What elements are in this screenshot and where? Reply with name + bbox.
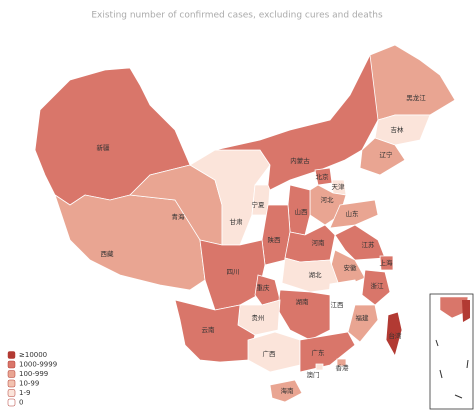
province-label: 河北 (321, 196, 335, 204)
province-label: 新疆 (97, 143, 111, 152)
legend-swatch (7, 398, 16, 407)
province (361, 269, 391, 306)
province (347, 304, 379, 343)
legend-label: 1-9 (19, 389, 30, 397)
legend-swatch (7, 351, 16, 359)
province-label: 北京 (316, 172, 330, 181)
province-label: 辽宁 (380, 150, 394, 159)
legend-label: 1000-9999 (19, 361, 57, 369)
inset-dash (439, 369, 443, 379)
province-label: 湖南 (296, 297, 310, 306)
province (336, 358, 347, 367)
province-label: 澳门 (307, 370, 320, 379)
province-label: 贵州 (252, 313, 265, 322)
province-label: 海南 (281, 386, 295, 395)
province (315, 363, 324, 371)
province-label: 陕西 (268, 235, 282, 244)
province-label: 黑龙江 (406, 93, 426, 102)
province-label: 广东 (312, 348, 326, 357)
legend-label: 0 (19, 399, 23, 407)
province (369, 44, 456, 121)
province (359, 137, 406, 176)
legend-label: 100-999 (19, 370, 48, 378)
south-sea-inset (429, 293, 474, 410)
province-label: 安徽 (344, 263, 358, 272)
province-label: 西藏 (101, 249, 115, 258)
inset-land (462, 300, 470, 322)
province-label: 上海 (380, 258, 394, 267)
inset-dash (435, 339, 439, 347)
province-label: 云南 (202, 325, 216, 334)
province (277, 289, 331, 341)
province-label: 香港 (336, 363, 350, 372)
province (299, 331, 356, 373)
province-label: 内蒙古 (290, 156, 310, 165)
map-title: Existing number of confirmed cases, excl… (91, 11, 383, 21)
province-label: 江苏 (362, 240, 376, 249)
province-label: 宁夏 (252, 200, 266, 209)
legend-label: ≥10000 (19, 351, 47, 359)
province-label: 广西 (263, 349, 277, 358)
legend-swatch (7, 389, 16, 397)
province-label: 浙江 (371, 281, 385, 290)
province-label: 山东 (346, 209, 360, 218)
province (379, 255, 394, 271)
province-label: 吉林 (391, 125, 405, 134)
province (385, 311, 403, 358)
legend-swatch (7, 360, 16, 369)
province-label: 重庆 (257, 283, 271, 292)
province-label: 湖北 (309, 270, 323, 279)
inset-frame (429, 293, 474, 410)
province-label: 天津 (332, 183, 346, 191)
province-label: 台湾 (389, 331, 403, 340)
legend-swatch (7, 370, 16, 378)
province-label: 四川 (227, 268, 240, 276)
province-label: 甘肃 (230, 217, 244, 226)
inset-dash (454, 394, 463, 399)
legend-label: 10-99 (19, 380, 39, 388)
province (329, 199, 379, 229)
province-label: 江西 (331, 301, 345, 309)
inset-dash (466, 359, 469, 369)
province-label: 山西 (295, 207, 309, 216)
province-label: 福建 (356, 313, 370, 322)
province-label: 河南 (312, 238, 326, 247)
provinces (34, 44, 456, 403)
inset-land (439, 296, 469, 319)
province (269, 379, 303, 403)
province-label: 青海 (172, 212, 186, 221)
legend-swatch (7, 379, 16, 388)
